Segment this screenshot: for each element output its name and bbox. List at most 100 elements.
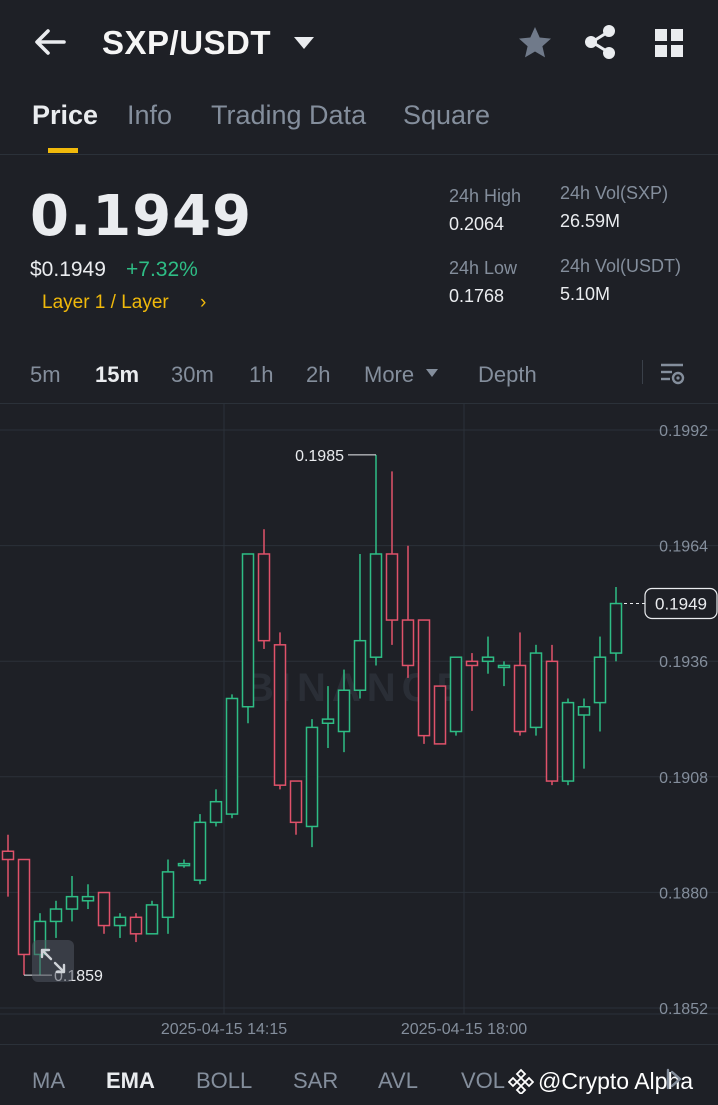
tab-bar: Price Info Trading Data Square (0, 96, 718, 154)
candle (177, 859, 191, 868)
candle-body (273, 644, 287, 786)
candle-body (609, 602, 623, 654)
candle-body (337, 689, 351, 733)
candle (529, 644, 543, 736)
chevron-double-icon[interactable] (662, 1066, 688, 1092)
star-icon[interactable] (516, 24, 554, 62)
candle-body (497, 664, 511, 669)
candle (161, 859, 175, 934)
candle-body (225, 697, 239, 815)
candlestick-chart[interactable]: 0.1992 0.1964 0.1936 0.1908 0.1880 0.1852 2025… (0, 404, 718, 1044)
candle (65, 876, 79, 922)
candle-body (65, 895, 79, 910)
candle-body (417, 619, 431, 737)
candle (385, 471, 399, 645)
pair-title[interactable]: SXP/USDT (102, 24, 272, 61)
tab-price[interactable]: Price (32, 100, 99, 130)
candle (609, 587, 623, 662)
candle-body (529, 652, 543, 729)
candle (49, 900, 63, 938)
candle (273, 632, 287, 790)
tab-trading-data[interactable]: Trading Data (211, 100, 367, 130)
last-price-label: 0.1949 (655, 595, 707, 614)
x-axis-tick-label: 2025-04-15 14:15 (161, 1021, 287, 1038)
candle-body (97, 891, 111, 927)
chevron-right-icon[interactable]: › (200, 292, 207, 313)
candle (561, 698, 575, 786)
candle-body (561, 701, 575, 782)
chevron-down-icon[interactable] (292, 34, 316, 52)
candle-body (593, 656, 607, 704)
candle (353, 553, 367, 699)
candle-body (161, 871, 175, 919)
y-axis-tick-label: 0.1908 (659, 770, 708, 787)
candle-body (369, 553, 383, 658)
category-tag-link[interactable]: Layer 1 / Layer (42, 292, 169, 313)
indicator-vol[interactable]: VOL (461, 1068, 506, 1093)
stat-vol-base-value: 26.59M (560, 211, 621, 231)
indicator-avl[interactable]: AVL (378, 1068, 418, 1093)
candle-body (257, 553, 271, 642)
candle (305, 719, 319, 848)
candle-body (241, 553, 255, 708)
candle-body (145, 904, 159, 935)
candle (481, 636, 495, 674)
active-tab-indicator (48, 148, 78, 153)
tab-square[interactable]: Square (403, 100, 491, 130)
candle-body (353, 639, 367, 691)
stat-vol-quote-label: 24h Vol(USDT) (560, 256, 682, 276)
candle (113, 913, 127, 938)
share-icon[interactable] (580, 22, 620, 62)
tab-info[interactable]: Info (127, 100, 173, 130)
interval-30m[interactable]: 30m (171, 362, 214, 387)
candle (337, 669, 351, 753)
interval-more[interactable]: More (364, 362, 415, 387)
interval-1h[interactable]: 1h (249, 362, 274, 387)
chevron-down-icon[interactable] (425, 368, 439, 378)
indicator-sar[interactable]: SAR (293, 1068, 339, 1093)
candle-body (193, 821, 207, 881)
candle (417, 619, 431, 744)
interval-5m[interactable]: 5m (30, 362, 61, 387)
candle-body (305, 726, 319, 828)
candle (449, 656, 463, 736)
candle (497, 661, 511, 687)
back-arrow-icon[interactable] (30, 22, 70, 62)
last-price-box (644, 587, 718, 620)
candle (97, 891, 111, 934)
candle-body (577, 705, 591, 716)
divider (0, 154, 718, 155)
stat-low-label: 24h Low (449, 258, 518, 278)
interval-15m[interactable]: 15m (95, 362, 140, 387)
last-price: 0.1949 (30, 184, 253, 249)
expand-chart-button[interactable] (32, 940, 74, 982)
candle-body (1, 850, 15, 861)
candle-body (401, 619, 415, 667)
candle (465, 653, 479, 711)
indicator-ema[interactable]: EMA (106, 1068, 155, 1093)
stat-high-value: 0.2064 (449, 214, 505, 234)
indicator-boll[interactable]: BOLL (196, 1068, 253, 1093)
grid-menu-icon[interactable] (652, 26, 686, 60)
y-axis-tick-label: 0.1992 (659, 423, 708, 440)
y-axis-tick-label: 0.1936 (659, 654, 708, 671)
indicator-ma[interactable]: MA (32, 1068, 65, 1093)
candle-body (385, 553, 399, 621)
interval-2h[interactable]: 2h (306, 362, 331, 387)
candle-body (17, 858, 31, 956)
divider (642, 360, 643, 384)
candle (321, 686, 335, 749)
candle-body (449, 656, 463, 733)
candle (433, 685, 447, 745)
stat-low-value: 0.1768 (449, 286, 505, 306)
candle (129, 913, 143, 943)
candle-body (209, 800, 223, 824)
candle (81, 884, 95, 910)
divider (0, 1044, 718, 1045)
depth-tab[interactable]: Depth (478, 362, 537, 387)
candle-body (513, 664, 527, 733)
candle-body (433, 685, 447, 745)
candle-body (49, 908, 63, 923)
y-axis-tick-label: 0.1964 (659, 539, 708, 556)
chart-settings-icon[interactable] (658, 360, 686, 388)
